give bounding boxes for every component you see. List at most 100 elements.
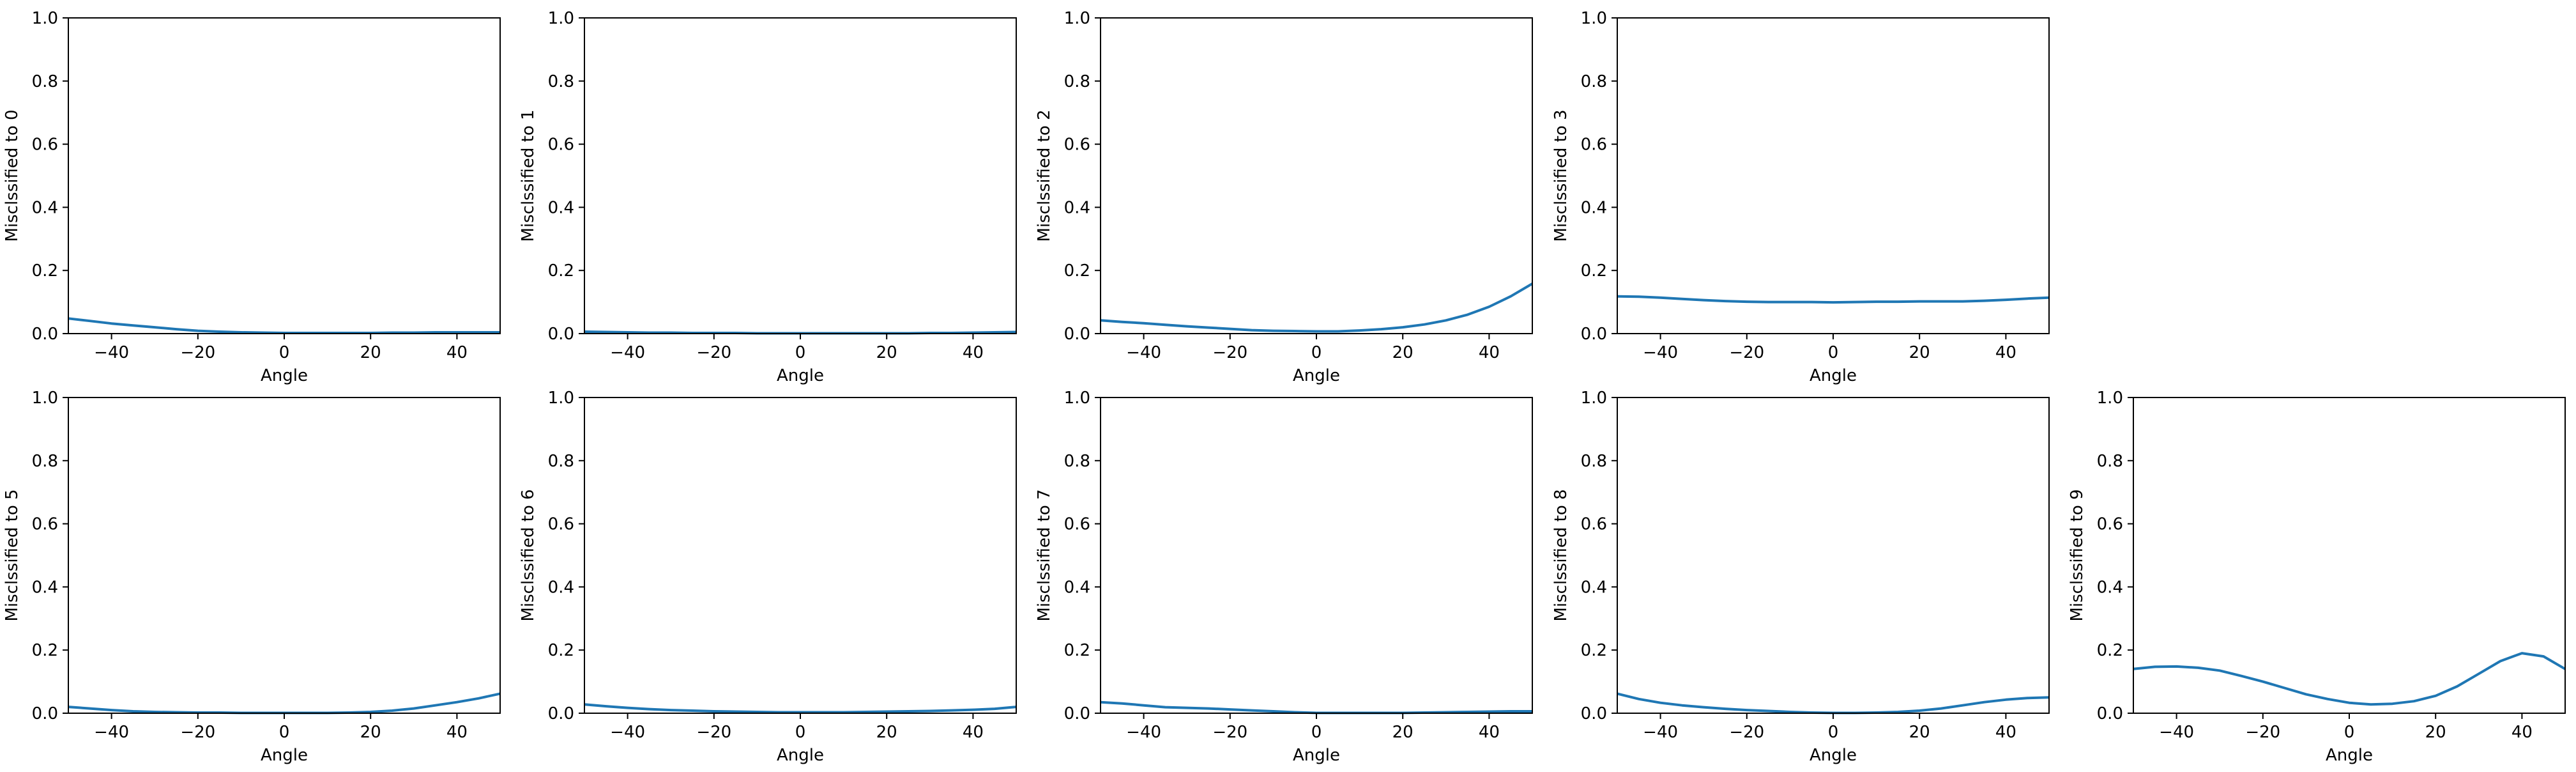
axes-frame — [1617, 17, 2050, 334]
x-tick-label: 40 — [963, 723, 984, 742]
y-tick-label: 0.4 — [548, 578, 574, 597]
y-axis-label: Misclssified to 6 — [519, 489, 538, 621]
subplot-6: −40 −20 0 20 40 0.0 0.2 0.4 0.6 0.8 1.0 Angle Miscls… — [1035, 389, 1533, 765]
x-tick-label: 0 — [795, 343, 806, 362]
y-tick-label: 0.2 — [1064, 641, 1090, 660]
x-axis-label: Angle — [777, 746, 824, 765]
y-axis-label: Misclssified to 1 — [519, 109, 538, 242]
y-tick-label: 0.6 — [2097, 515, 2123, 534]
y-tick-label: 0.6 — [32, 135, 58, 155]
y-tick-label: 0.2 — [32, 261, 58, 281]
x-tick-label: 0 — [1828, 723, 1839, 742]
subplot-3: −40 −20 0 20 40 0.0 0.2 0.4 0.6 0.8 1.0 Angle Miscls… — [1551, 9, 2050, 385]
x-tick-label: 0 — [279, 723, 290, 742]
series-line — [1100, 282, 1534, 333]
y-tick-label: 0.4 — [32, 198, 58, 217]
y-tick-label: 0.2 — [548, 261, 574, 281]
subplot-4: −40 −20 0 20 40 0.0 0.2 0.4 0.6 0.8 1.0 Angle Miscls… — [3, 389, 501, 765]
x-axis-label: Angle — [1810, 746, 1857, 765]
x-tick-label: −40 — [610, 723, 645, 742]
x-tick-label: 40 — [446, 723, 468, 742]
x-tick-label: 40 — [1479, 343, 1500, 362]
x-tick-label: 20 — [876, 343, 897, 362]
y-tick-label: 0.8 — [1064, 452, 1090, 471]
y-tick-label: 0.6 — [1581, 135, 1607, 155]
y-tick-label: 0.0 — [548, 704, 574, 723]
y-axis-label: Misclssified to 9 — [2068, 489, 2087, 621]
subplot-2: −40 −20 0 20 40 0.0 0.2 0.4 0.6 0.8 1.0 Angle Miscls… — [1035, 9, 1534, 385]
y-tick-label: 0.0 — [1581, 325, 1607, 344]
y-tick-label: 0.4 — [1064, 198, 1090, 217]
y-tick-label: 0.2 — [2097, 641, 2123, 660]
x-tick-label: 0 — [1311, 723, 1322, 742]
x-tick-label: −40 — [1643, 723, 1678, 742]
x-tick-label: 20 — [2425, 723, 2446, 742]
y-tick-label: 0.6 — [32, 515, 58, 534]
y-tick-label: 0.0 — [32, 325, 58, 344]
y-tick-label: 0.4 — [548, 198, 574, 217]
y-axis-label: Misclssified to 0 — [3, 109, 22, 242]
x-tick-label: 0 — [279, 343, 290, 362]
x-tick-label: 20 — [876, 723, 897, 742]
x-tick-label: −20 — [180, 343, 215, 362]
x-tick-label: 40 — [1995, 723, 2016, 742]
series-line — [2133, 652, 2566, 706]
y-tick-label: 0.4 — [1064, 578, 1090, 597]
y-axis-label: Misclssified to 3 — [1551, 109, 1571, 242]
subplot-8: −40 −20 0 20 40 0.0 0.2 0.4 0.6 0.8 1.0 Angle Miscls… — [2068, 389, 2566, 765]
x-tick-label: 40 — [1995, 343, 2016, 362]
x-tick-label: −20 — [1729, 723, 1764, 742]
series-line — [1617, 692, 2050, 714]
y-tick-label: 1.0 — [32, 389, 58, 408]
x-tick-label: 20 — [1392, 343, 1414, 362]
y-tick-label: 1.0 — [2097, 389, 2123, 408]
axes-frame — [584, 397, 1017, 714]
y-tick-label: 0.8 — [1581, 452, 1607, 471]
x-tick-label: −20 — [1212, 343, 1247, 362]
x-tick-label: −20 — [180, 723, 215, 742]
y-tick-label: 0.6 — [1064, 515, 1090, 534]
x-tick-label: 20 — [1909, 723, 1930, 742]
y-tick-label: 1.0 — [1581, 389, 1607, 408]
y-tick-label: 0.0 — [2097, 704, 2123, 723]
x-tick-label: 20 — [1909, 343, 1930, 362]
y-tick-label: 0.6 — [1064, 135, 1090, 155]
series-line — [68, 317, 500, 334]
x-tick-label: 20 — [1392, 723, 1414, 742]
y-tick-label: 0.8 — [2097, 452, 2123, 471]
y-tick-label: 0.2 — [1581, 641, 1607, 660]
x-tick-label: 40 — [963, 343, 984, 362]
y-tick-label: 0.2 — [1064, 261, 1090, 281]
y-tick-label: 0.0 — [1064, 325, 1090, 344]
x-tick-label: −40 — [2159, 723, 2194, 742]
series-line — [68, 692, 501, 714]
x-tick-label: −40 — [1126, 343, 1161, 362]
y-tick-label: 1.0 — [1064, 9, 1090, 28]
y-tick-label: 0.4 — [1581, 198, 1607, 217]
x-tick-label: 20 — [360, 723, 381, 742]
y-tick-label: 0.8 — [548, 72, 574, 91]
y-tick-label: 1.0 — [548, 389, 574, 408]
x-axis-label: Angle — [1293, 366, 1340, 385]
x-tick-label: 0 — [1311, 343, 1322, 362]
y-tick-label: 0.8 — [548, 452, 574, 471]
x-tick-label: −40 — [1126, 723, 1161, 742]
axes-frame — [1100, 397, 1533, 714]
y-axis-label: Misclssified to 5 — [3, 489, 22, 621]
y-tick-label: 0.4 — [2097, 578, 2123, 597]
y-axis-label: Misclssified to 7 — [1035, 489, 1054, 621]
x-tick-label: −20 — [1212, 723, 1247, 742]
y-tick-label: 0.6 — [548, 135, 574, 155]
y-tick-label: 0.6 — [1581, 515, 1607, 534]
y-tick-label: 0.2 — [548, 641, 574, 660]
x-axis-label: Angle — [1293, 746, 1340, 765]
x-tick-label: 0 — [1828, 343, 1839, 362]
x-tick-label: 40 — [1479, 723, 1500, 742]
x-tick-label: −20 — [696, 343, 731, 362]
axes-frame — [2133, 397, 2566, 714]
y-axis-label: Misclssified to 2 — [1035, 109, 1054, 242]
series-line — [584, 703, 1017, 714]
y-tick-label: 0.0 — [1581, 704, 1607, 723]
y-tick-label: 0.0 — [32, 704, 58, 723]
x-tick-label: 20 — [360, 343, 381, 362]
